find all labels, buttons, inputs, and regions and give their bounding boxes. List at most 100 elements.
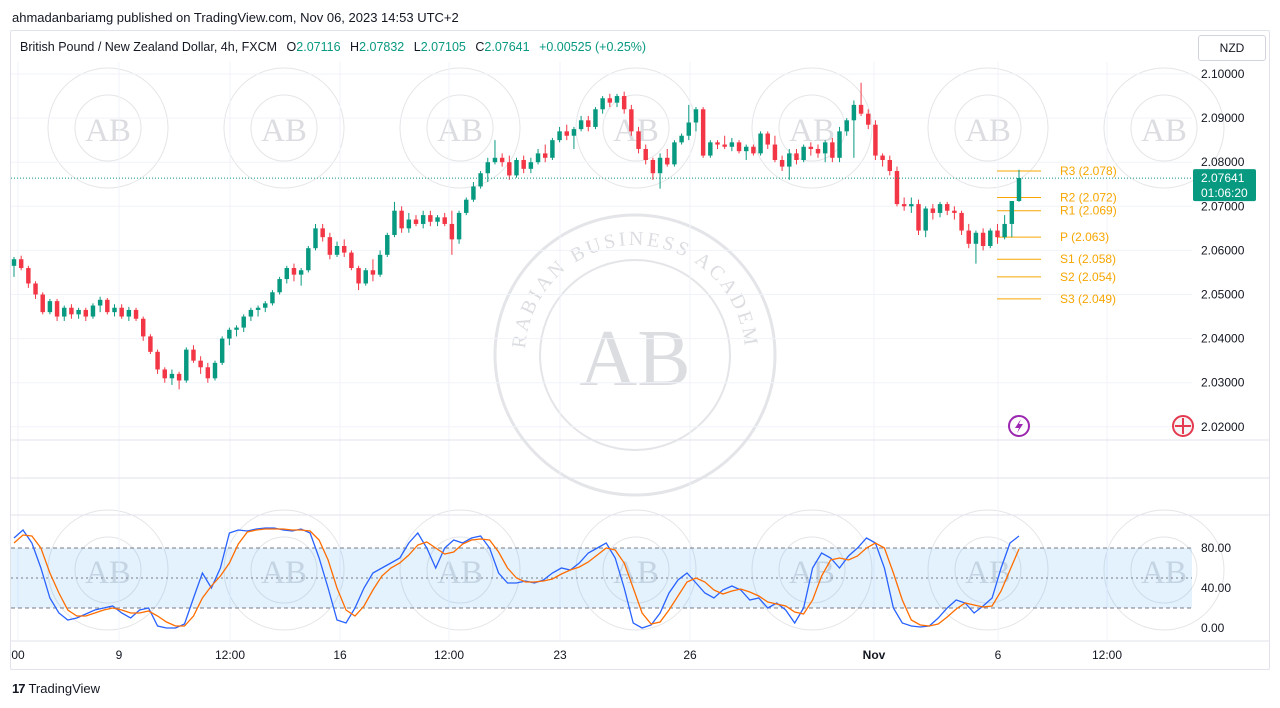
low-value: 2.07105 (420, 40, 466, 54)
watermark-layer: ABABABABABABABABABABABABABABABARABIAN BU… (0, 0, 1225, 631)
stoch-d-line (13, 528, 1020, 627)
currency-selector[interactable]: NZD (1198, 35, 1266, 61)
candle-body (528, 162, 534, 169)
time-tick-label: 00 (11, 648, 25, 662)
candle-body (751, 146, 756, 154)
candle-body (578, 120, 584, 130)
candle-body (866, 113, 871, 125)
watermark-seal-icon (74, 536, 142, 604)
candle-body (406, 219, 412, 229)
candle-body (356, 268, 361, 284)
candle-body (370, 270, 376, 275)
watermark-seal-icon (250, 94, 318, 162)
price-grid (10, 62, 1270, 642)
high-value: 2.07832 (359, 40, 405, 54)
watermark-seal-icon (426, 536, 494, 604)
candle-body (485, 162, 491, 174)
watermark-initials: AB (85, 113, 131, 149)
candle-body (456, 212, 462, 240)
candle-body (18, 259, 24, 269)
candle-body (550, 140, 555, 158)
candle-body (830, 142, 835, 158)
watermark-seal-icon (250, 536, 318, 604)
ohlc-legend: British Pound / New Zealand Dollar, 4h, … (20, 40, 646, 54)
candle-body (270, 292, 275, 304)
candle-body (571, 129, 577, 136)
candle-body (593, 109, 598, 127)
candle-body (169, 373, 175, 379)
pivot-label: S1 (2.058) (1060, 252, 1116, 266)
price-tick-label: 2.07000 (1201, 199, 1245, 213)
candle-body (133, 309, 139, 319)
price-axis: 2.10000 2.09000 2.08000 2.07000 2.06000 2.050… (1201, 67, 1245, 434)
candle-body (665, 157, 670, 165)
published-info: ahmadanbariamg published on TradingView.… (12, 10, 459, 25)
candle-body (11, 259, 17, 266)
watermark-seal-icon (575, 509, 697, 631)
candle-body (277, 279, 282, 293)
candle-body (449, 223, 455, 240)
candle-body (198, 360, 203, 368)
time-axis: 00 9 12:00 16 12:00 23 26 Nov 6 12:00 (11, 648, 1122, 662)
candle-body (636, 131, 641, 149)
candle-body (464, 199, 469, 213)
candle-body (69, 307, 74, 315)
watermark-seal-icon (223, 67, 345, 189)
candle-body (306, 248, 311, 271)
candle-body (822, 142, 828, 154)
candle-body (995, 230, 1000, 238)
watermark-big-seal-icon (493, 213, 777, 497)
candle-body (966, 230, 971, 244)
last-price-badge (1193, 169, 1256, 202)
price-tick-label: 2.02000 (1201, 420, 1245, 434)
candle-body (219, 338, 225, 363)
candle-body (420, 215, 426, 224)
candle-body (729, 142, 735, 147)
time-tick-label: 12:00 (1092, 648, 1122, 662)
change-value: +0.00525 (+0.25%) (539, 40, 647, 54)
candle-body (349, 252, 354, 269)
candle-body (542, 153, 548, 158)
candle-body (952, 210, 957, 213)
candle-body (930, 208, 936, 213)
time-tick-label: 16 (333, 648, 347, 662)
last-price-value: 2.07641 (1201, 171, 1245, 185)
candle-body (586, 120, 591, 127)
candle-body (916, 204, 921, 231)
candle-body (499, 157, 505, 163)
candle-body (614, 96, 620, 103)
candle-body (76, 309, 81, 315)
candle-body (54, 301, 60, 317)
candle-body (844, 120, 849, 132)
candle-body (442, 217, 447, 224)
candle-body (97, 299, 103, 306)
candle-body (478, 173, 483, 187)
candle-body (880, 155, 885, 160)
candle-body (327, 237, 333, 255)
watermark-seal-icon (47, 67, 169, 189)
price-tick-label: 2.04000 (1201, 332, 1245, 346)
time-tick-label: 12:00 (434, 648, 464, 662)
price-tick-label: 2.08000 (1201, 155, 1245, 169)
candle-body (643, 148, 648, 160)
candle-body (227, 329, 232, 339)
watermark-initials: AB (613, 113, 659, 149)
watermark-initials: AB (1141, 113, 1187, 149)
candle-body (248, 309, 254, 317)
candle-body (837, 131, 842, 158)
watermark-initials: AB (261, 555, 307, 591)
candle-body (385, 234, 390, 255)
candle-body (212, 362, 218, 379)
watermark-initials: AB (965, 113, 1011, 149)
watermark-big-initials: AB (579, 315, 690, 403)
candle-body (815, 148, 821, 154)
candle-body (320, 228, 325, 238)
candle-body (600, 98, 605, 110)
candle-body (26, 268, 31, 284)
brand-name: TradingView (28, 681, 101, 696)
watermark-seal-icon (399, 67, 521, 189)
pivot-label: S2 (2.054) (1060, 270, 1116, 284)
footer-brand[interactable]: 17 TradingView (12, 681, 100, 696)
